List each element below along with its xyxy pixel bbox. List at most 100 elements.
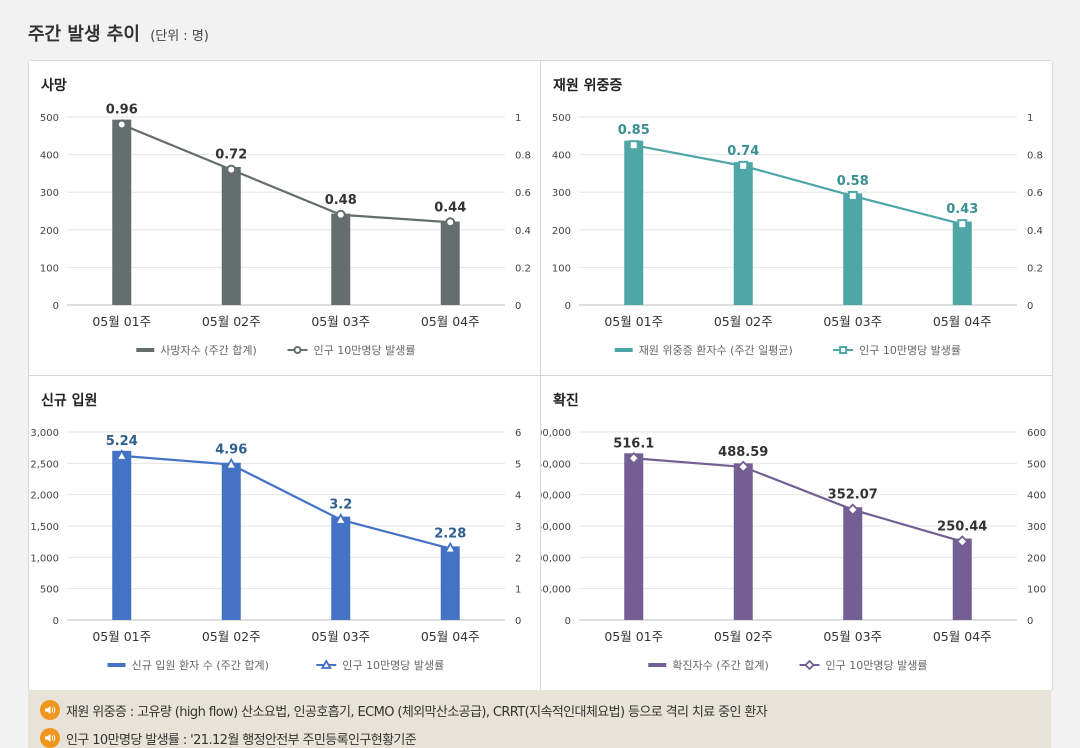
y-tick-label-right: 0 [515, 301, 521, 312]
legend-swatch-bar [136, 348, 155, 352]
legend-label: 인구 10만명당 발생률 [342, 659, 444, 672]
legend-label: 인구 10만명당 발생률 [826, 659, 928, 672]
y-tick-label-left: 0 [565, 301, 571, 312]
x-tick-label: 05월 01주 [92, 314, 151, 329]
bar [440, 221, 460, 305]
y-tick-label-right: 0.6 [1027, 188, 1043, 199]
legend-label: 인구 10만명당 발생률 [314, 344, 416, 357]
y-tick-label-right: 0.2 [1027, 263, 1043, 274]
bar [331, 213, 351, 305]
data-label: 0.44 [434, 200, 466, 215]
x-tick-label: 05월 01주 [92, 629, 151, 644]
y-tick-label-left: 300,000 [541, 428, 571, 439]
y-tick-label-right: 6 [515, 428, 521, 439]
notes-box: 재원 위중증 : 고유량 (high flow) 산소요법, 인공호흡기, EC… [28, 690, 1051, 748]
y-tick-label-right: 0.8 [1027, 151, 1043, 162]
bar [733, 463, 753, 620]
line-point [443, 541, 457, 554]
legend-swatch-bar [614, 348, 633, 352]
legend-label: 신규 입원 환자 수 (주간 합계) [132, 659, 269, 672]
line-point [115, 448, 129, 461]
line-point [224, 457, 238, 470]
line-point [116, 119, 127, 130]
y-tick-label-left: 3,000 [30, 428, 59, 439]
data-label: 352.07 [828, 488, 878, 503]
line-point [445, 217, 456, 228]
line-point [736, 460, 750, 474]
x-tick-label: 05월 02주 [714, 314, 773, 329]
y-tick-label-left: 500 [552, 113, 571, 124]
data-label: 0.96 [106, 103, 138, 118]
x-tick-label: 05월 01주 [604, 629, 663, 644]
y-tick-label-right: 3 [515, 522, 521, 533]
bar [440, 546, 460, 620]
bar [733, 162, 753, 305]
bar [843, 193, 863, 305]
chart-title: 사망 [41, 78, 67, 94]
series-line [633, 144, 963, 226]
note-item: 인구 10만명당 발생률 : '21.12월 행정안전부 주민등록인구현황기준 [40, 728, 417, 748]
chart-title: 신규 입원 [41, 393, 98, 409]
y-tick-label-left: 1,500 [30, 522, 59, 533]
line-point [847, 190, 858, 201]
y-tick-label-left: 0 [53, 616, 59, 627]
data-label: 250.44 [937, 520, 987, 535]
y-tick-label-left: 500 [40, 585, 59, 596]
y-tick-label-left: 400 [40, 151, 59, 162]
line-point [804, 659, 815, 671]
x-tick-label: 05월 03주 [311, 629, 370, 644]
chart-panel-severe: 재원 위중증 0 100 200 300 400 500 0 0.2 0.4 0.6 0.8 1 05월… [541, 61, 1052, 376]
chart-panel-death: 사망 0 100 200 300 400 500 0 0.2 0.4 0.6 0.8 1 05월 01주… [29, 61, 541, 376]
bar [624, 453, 644, 620]
x-tick-label: 05월 02주 [202, 629, 261, 644]
x-tick-label: 05월 04주 [421, 629, 480, 644]
bar [112, 450, 132, 620]
y-tick-label-right: 0 [515, 616, 521, 627]
bar [843, 507, 863, 620]
line-point [628, 140, 639, 151]
y-tick-label-right: 0 [1027, 616, 1033, 627]
y-tick-label-right: 100 [1027, 585, 1046, 596]
line-point [846, 503, 860, 516]
line-point [334, 512, 348, 525]
y-tick-label-right: 4 [515, 491, 521, 502]
bar [112, 119, 132, 305]
y-tick-label-left: 0 [53, 301, 59, 312]
line-point [320, 659, 332, 669]
bar [221, 462, 241, 620]
chart-confirmed: 0 50,000 100,000 150,000 200,000 250,000 300,0… [541, 428, 1046, 672]
unit-label: (단위 : 명) [150, 29, 209, 44]
y-tick-label-right: 0.6 [515, 188, 531, 199]
line-point [738, 160, 749, 171]
y-tick-label-right: 600 [1027, 428, 1046, 439]
chart-severe: 0 100 200 300 400 500 0 0.2 0.4 0.6 0.8 1 05월 01주 05월… [552, 113, 1043, 357]
y-tick-label-right: 0.4 [1027, 226, 1043, 237]
x-tick-label: 05월 04주 [933, 314, 992, 329]
y-tick-label-left: 1,000 [30, 553, 59, 564]
y-tick-label-left: 100,000 [541, 553, 571, 564]
y-tick-label-left: 300 [552, 188, 571, 199]
line-point [955, 535, 969, 548]
y-tick-label-left: 400 [552, 151, 571, 162]
bar [952, 221, 972, 305]
y-tick-label-right: 0.8 [515, 151, 531, 162]
data-label: 0.85 [618, 123, 650, 138]
legend-label: 확진자수 (주간 합계) [672, 659, 769, 672]
data-label: 0.48 [325, 193, 357, 208]
legend-label: 인구 10만명당 발생률 [859, 344, 961, 357]
data-label: 0.74 [727, 144, 759, 159]
legend-swatch-bar [648, 663, 667, 667]
x-tick-label: 05월 02주 [202, 314, 261, 329]
note-text: 재원 위중증 : 고유량 (high flow) 산소요법, 인공호흡기, EC… [66, 704, 768, 720]
note-item: 재원 위중증 : 고유량 (high flow) 산소요법, 인공호흡기, EC… [40, 700, 768, 720]
y-tick-label-left: 200 [552, 226, 571, 237]
y-tick-label-right: 2 [515, 553, 521, 564]
x-tick-label: 05월 02주 [714, 629, 773, 644]
y-tick-label-left: 2,500 [30, 459, 59, 470]
chart-title: 확진 [553, 393, 579, 409]
line-point [957, 219, 968, 230]
y-tick-label-left: 500 [40, 113, 59, 124]
series-line [121, 123, 451, 224]
bar [331, 516, 351, 620]
chart-death: 0 100 200 300 400 500 0 0.2 0.4 0.6 0.8 1 05월 01주 05월… [40, 103, 531, 357]
